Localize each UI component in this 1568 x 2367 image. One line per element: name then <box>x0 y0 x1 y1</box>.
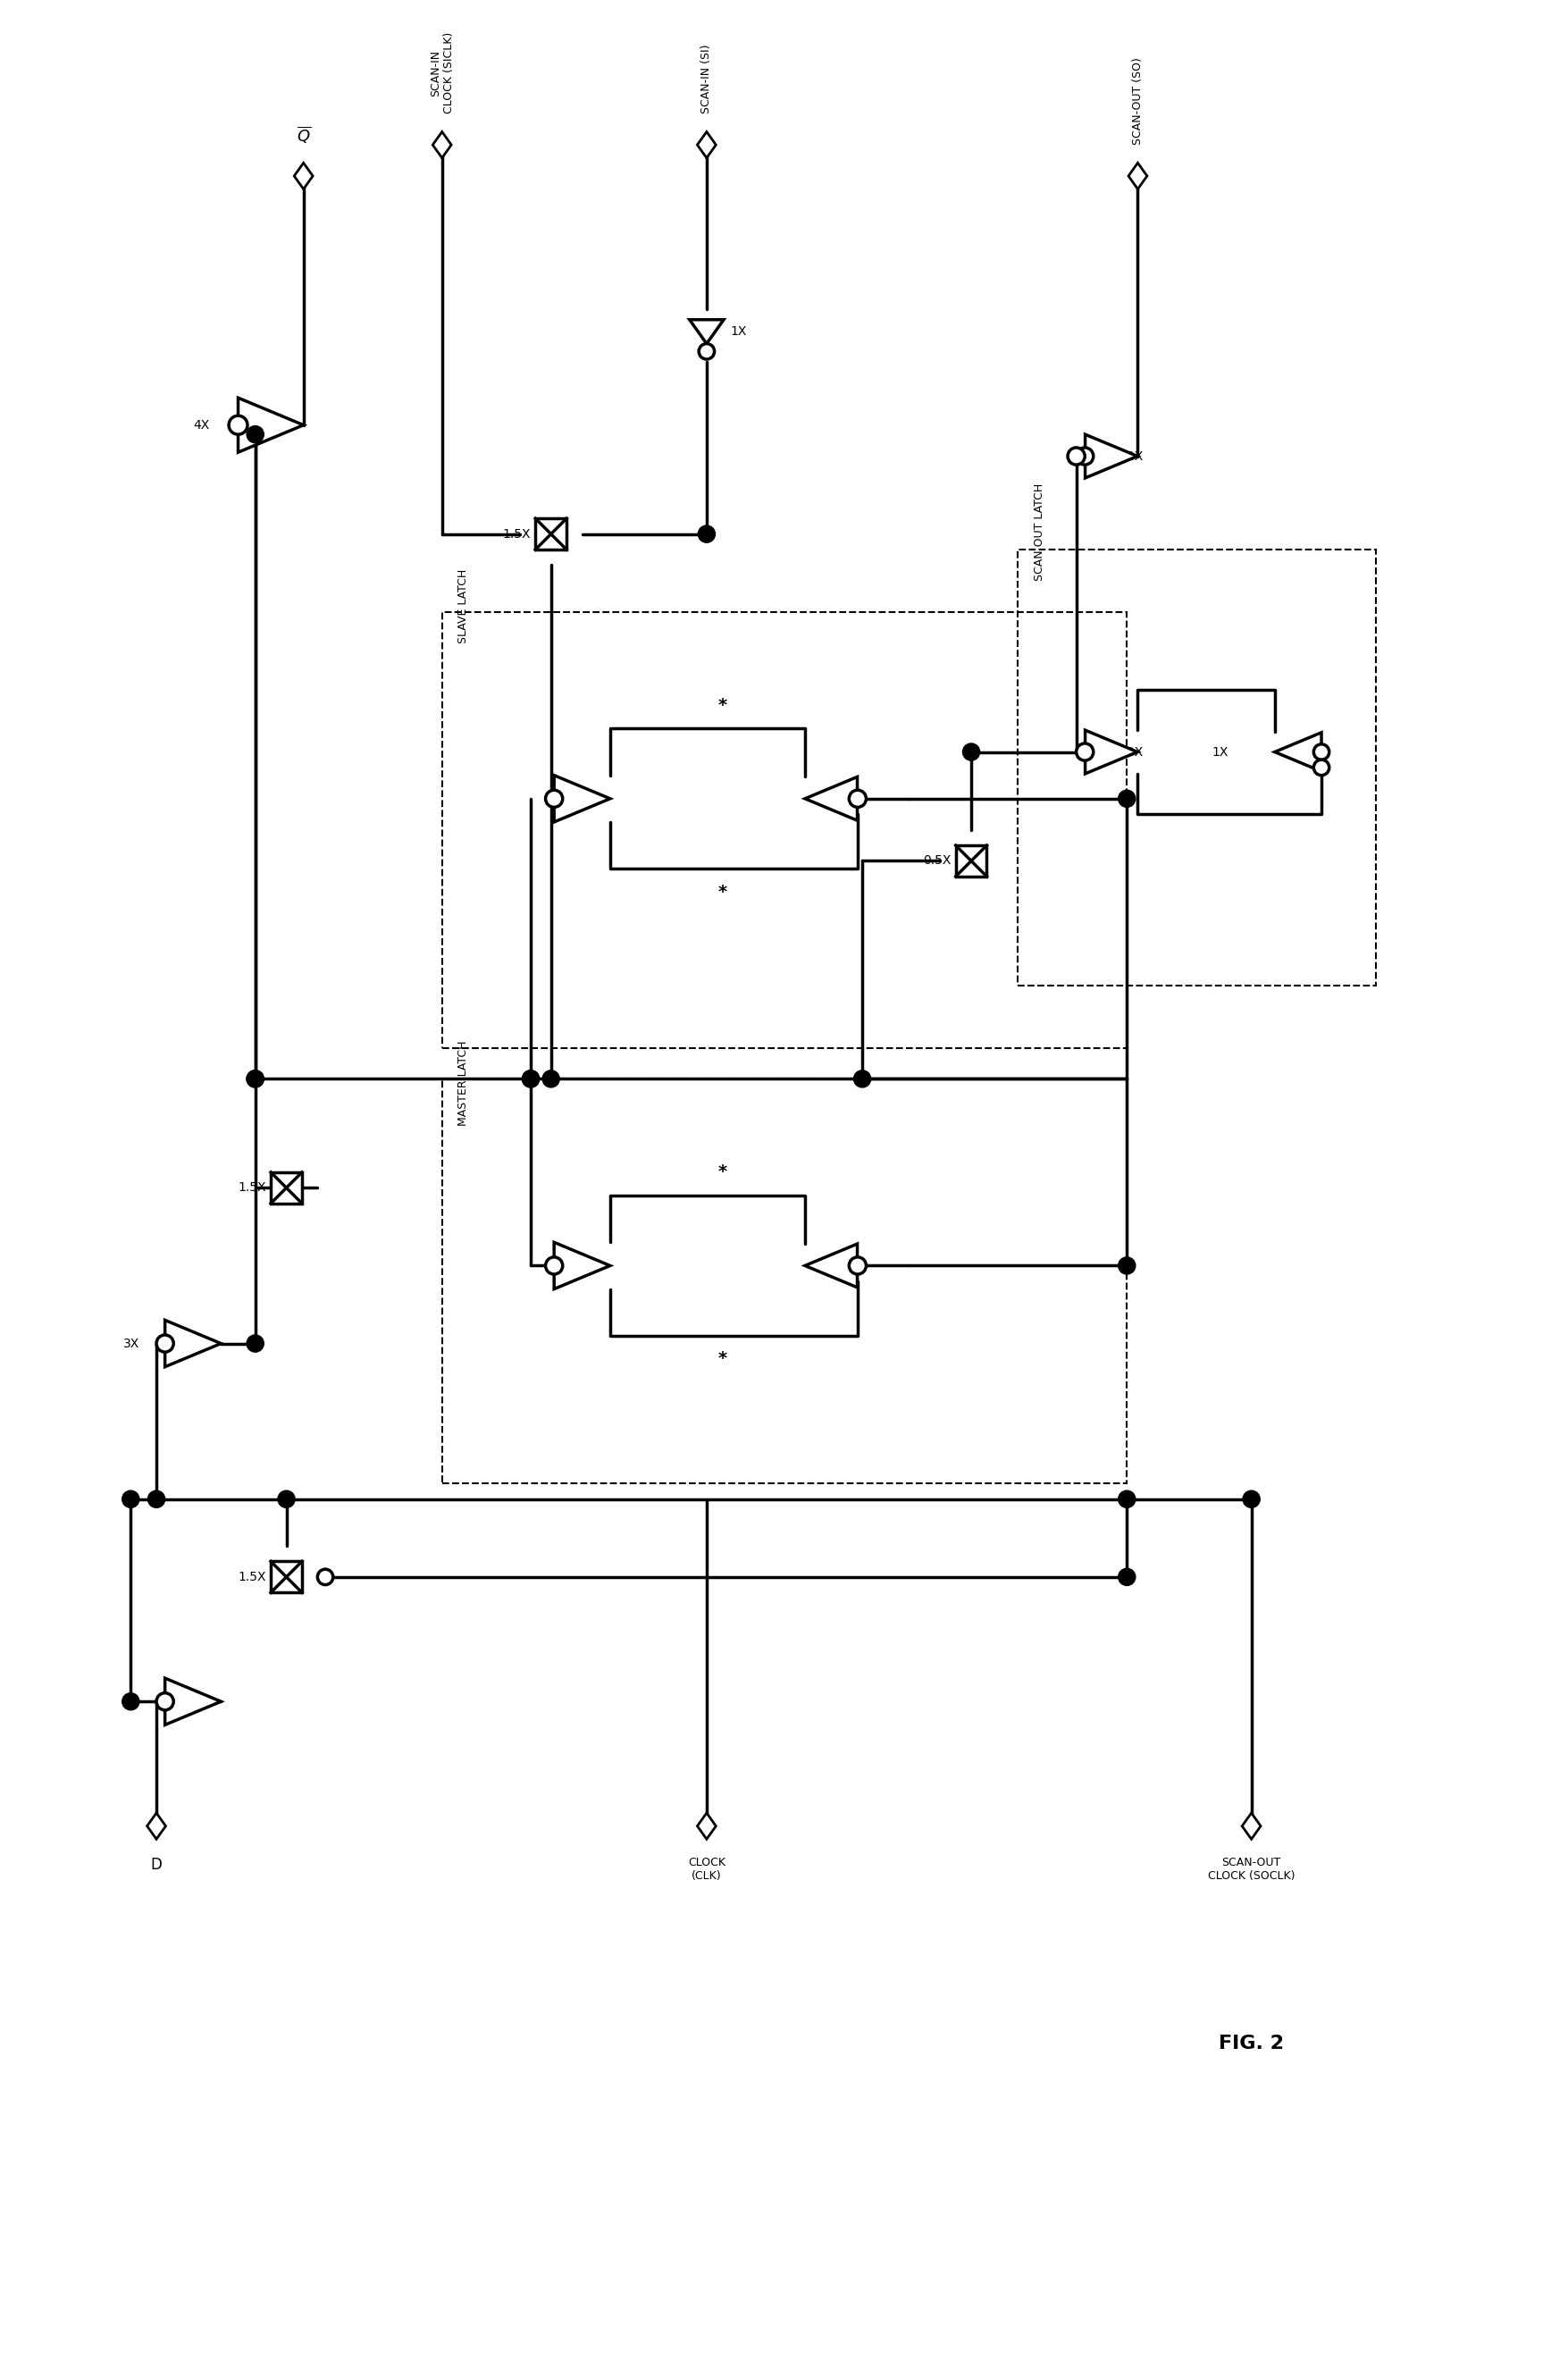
Polygon shape <box>293 163 312 189</box>
Text: 4X: 4X <box>193 419 209 431</box>
Circle shape <box>246 426 263 443</box>
Text: 2X: 2X <box>1126 746 1143 757</box>
Text: *: * <box>717 883 726 899</box>
Text: 1.5X: 1.5X <box>238 1572 267 1584</box>
Circle shape <box>1242 1491 1259 1508</box>
Polygon shape <box>1275 731 1320 772</box>
Circle shape <box>278 1491 295 1508</box>
Circle shape <box>1068 447 1083 464</box>
Text: 1X: 1X <box>1210 746 1228 757</box>
Circle shape <box>1076 743 1093 760</box>
Circle shape <box>229 417 248 436</box>
Circle shape <box>246 1070 263 1086</box>
Text: 2X: 2X <box>1126 450 1143 462</box>
Circle shape <box>543 1070 560 1086</box>
Circle shape <box>246 1070 263 1086</box>
Circle shape <box>157 1335 174 1352</box>
Circle shape <box>1118 1491 1135 1508</box>
Circle shape <box>122 1491 140 1508</box>
Polygon shape <box>147 1813 166 1839</box>
Circle shape <box>546 791 563 807</box>
Text: D: D <box>151 1858 162 1872</box>
Text: FIG. 2: FIG. 2 <box>1218 2036 1283 2052</box>
Text: 3X: 3X <box>122 1695 140 1707</box>
Circle shape <box>1076 447 1093 464</box>
Bar <box>1018 549 1375 985</box>
Polygon shape <box>696 133 715 159</box>
Polygon shape <box>804 1243 856 1288</box>
Polygon shape <box>238 398 303 452</box>
Circle shape <box>522 1070 539 1086</box>
Text: SCAN-OUT (SO): SCAN-OUT (SO) <box>1132 57 1143 144</box>
Circle shape <box>1118 791 1135 807</box>
Text: $\overline{Q}$: $\overline{Q}$ <box>296 125 310 144</box>
Bar <box>442 611 1126 1049</box>
Bar <box>271 1562 301 1593</box>
Circle shape <box>1118 1569 1135 1586</box>
Text: 1X: 1X <box>729 324 746 338</box>
Circle shape <box>963 743 980 760</box>
Polygon shape <box>165 1678 221 1726</box>
Polygon shape <box>554 1243 610 1290</box>
Circle shape <box>848 1257 866 1273</box>
Circle shape <box>698 343 713 360</box>
Text: *: * <box>717 1352 726 1368</box>
Polygon shape <box>1242 1813 1261 1839</box>
Text: 0.5X: 0.5X <box>922 854 950 866</box>
Text: *: * <box>717 696 726 715</box>
Text: SCAN-OUT
CLOCK (SOCLK): SCAN-OUT CLOCK (SOCLK) <box>1207 1858 1294 1882</box>
Polygon shape <box>1127 163 1146 189</box>
Circle shape <box>1118 1257 1135 1273</box>
Circle shape <box>1312 743 1328 760</box>
Text: SCAN OUT LATCH: SCAN OUT LATCH <box>1033 483 1044 580</box>
Circle shape <box>698 525 715 542</box>
Circle shape <box>246 1335 263 1352</box>
Circle shape <box>157 1692 174 1709</box>
Polygon shape <box>696 1813 715 1839</box>
Text: MASTER LATCH: MASTER LATCH <box>458 1039 469 1127</box>
Text: 1.5X: 1.5X <box>238 1181 267 1193</box>
Bar <box>442 1079 1126 1484</box>
Circle shape <box>848 791 866 807</box>
Text: *: * <box>717 1165 726 1181</box>
Text: SCAN-IN
CLOCK (SICLK): SCAN-IN CLOCK (SICLK) <box>430 33 455 114</box>
Polygon shape <box>688 320 723 343</box>
Text: SCAN-IN (SI): SCAN-IN (SI) <box>701 45 712 114</box>
Bar <box>271 1172 301 1202</box>
Circle shape <box>522 1070 539 1086</box>
Circle shape <box>147 1491 165 1508</box>
Circle shape <box>317 1569 332 1586</box>
Polygon shape <box>804 776 856 821</box>
Circle shape <box>1312 760 1328 776</box>
Polygon shape <box>1085 436 1137 478</box>
Circle shape <box>546 1257 563 1273</box>
Polygon shape <box>165 1321 221 1366</box>
Polygon shape <box>1085 729 1137 774</box>
Text: CLOCK
(CLK): CLOCK (CLK) <box>687 1858 724 1882</box>
Text: 3X: 3X <box>122 1337 140 1349</box>
Circle shape <box>853 1070 870 1086</box>
Text: 1.5X: 1.5X <box>502 528 530 540</box>
Circle shape <box>122 1692 140 1709</box>
Polygon shape <box>554 776 610 821</box>
Text: SLAVE LATCH: SLAVE LATCH <box>458 568 469 644</box>
Polygon shape <box>433 133 452 159</box>
Bar <box>955 845 986 876</box>
Bar <box>535 518 566 549</box>
